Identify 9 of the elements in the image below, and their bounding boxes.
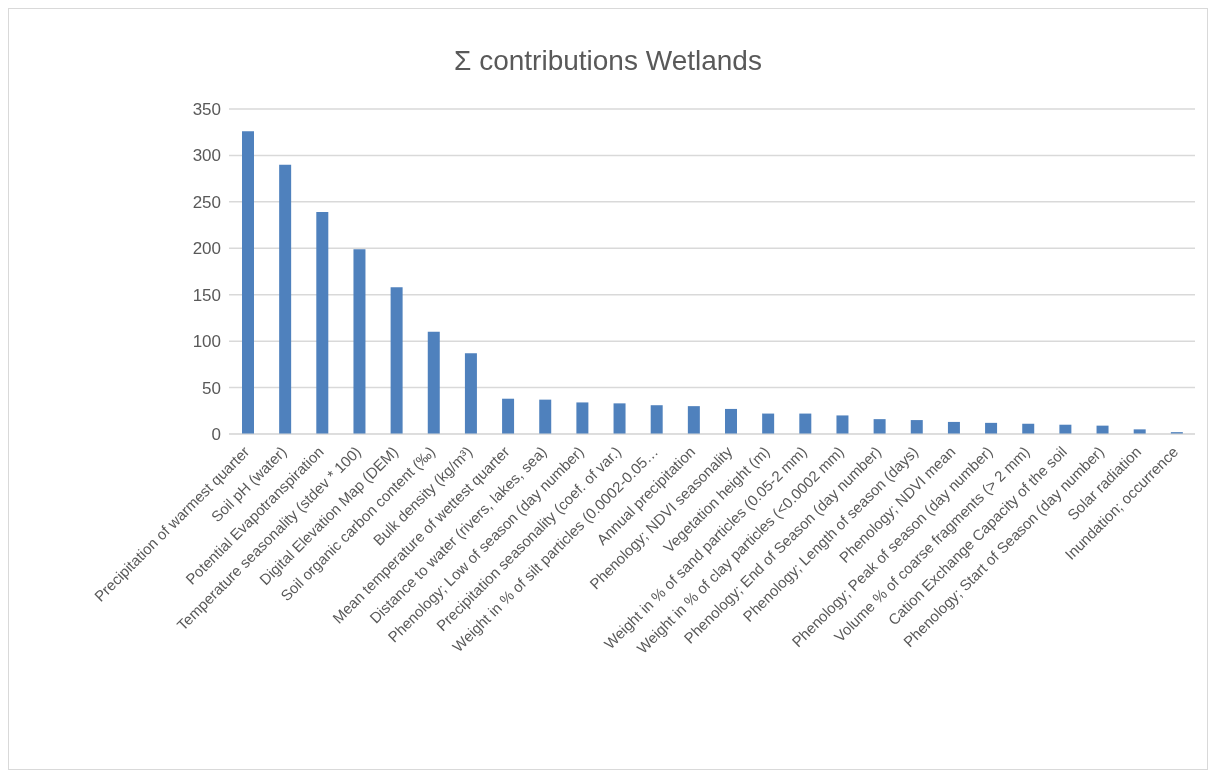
y-tick-label: 200 [192, 239, 221, 259]
y-tick-label: 100 [192, 332, 221, 352]
y-tick-label: 0 [211, 425, 221, 445]
y-tick-label: 50 [202, 378, 221, 398]
y-tick-label: 350 [192, 100, 221, 120]
y-tick-label: 300 [192, 146, 221, 166]
y-tick-label: 150 [192, 285, 221, 305]
y-tick-label: 250 [192, 192, 221, 212]
chart-title: Σ contributions Wetlands [453, 45, 763, 77]
